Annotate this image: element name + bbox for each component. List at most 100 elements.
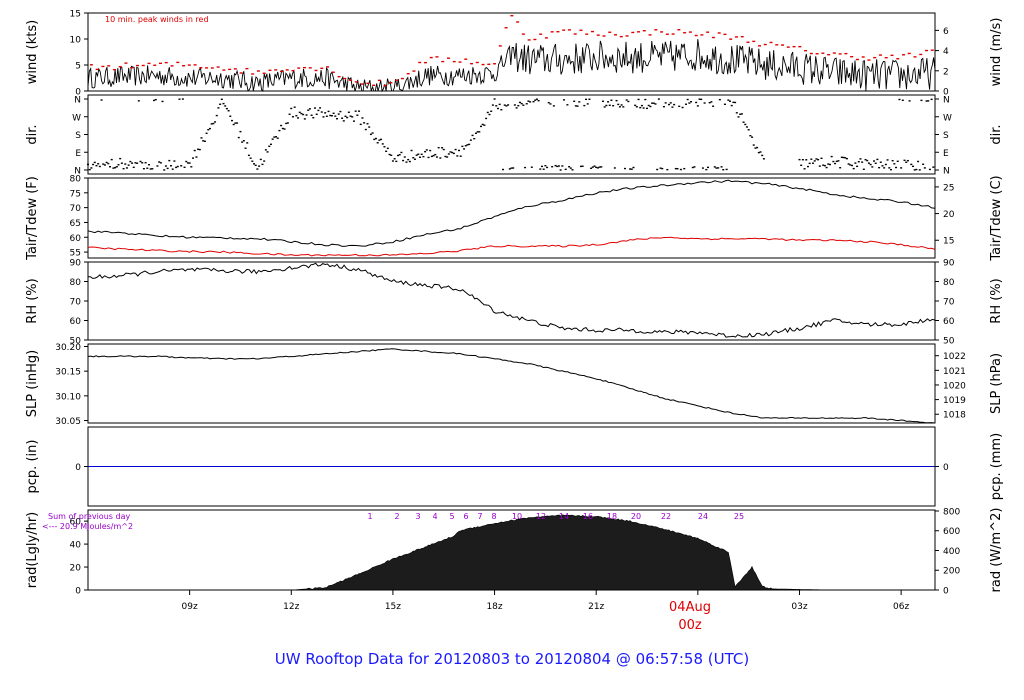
- direction-point: [283, 128, 286, 130]
- radiation-hour-label: 22: [661, 512, 671, 521]
- direction-point: [114, 166, 117, 169]
- wind-peak-mark: [504, 27, 508, 29]
- direction-point: [195, 156, 198, 158]
- direction-point: [585, 98, 588, 101]
- direction-tick-label-R: E: [943, 149, 949, 159]
- direction-point: [657, 98, 660, 100]
- direction-point: [664, 102, 667, 104]
- direction-point: [202, 140, 205, 142]
- direction-point: [378, 139, 381, 141]
- radiation-hour-label: 16: [583, 512, 593, 521]
- wind-peak-mark: [775, 44, 779, 46]
- direction-point: [141, 162, 144, 164]
- wind-peak-mark: [429, 56, 433, 59]
- direction-point: [466, 144, 469, 146]
- direction-point: [212, 122, 215, 125]
- direction-point: [469, 139, 472, 141]
- wind-peak-mark: [763, 43, 767, 46]
- direction-point: [322, 116, 325, 118]
- pressure-tick-label-L: 30.15: [55, 368, 81, 378]
- direction-point: [286, 122, 289, 124]
- direction-point: [488, 113, 491, 116]
- wind-peak-mark: [844, 52, 848, 55]
- direction-point: [727, 99, 730, 101]
- direction-point: [302, 113, 305, 116]
- direction-point: [632, 166, 635, 169]
- direction-point: [429, 149, 432, 152]
- direction-point: [249, 157, 252, 159]
- direction-point: [586, 103, 589, 105]
- direction-point: [537, 99, 540, 102]
- direction-tick-label-R: S: [943, 131, 949, 141]
- direction-point: [102, 163, 105, 165]
- wind-peak-mark: [873, 56, 877, 59]
- direction-point: [840, 156, 843, 158]
- direction-point: [105, 161, 108, 164]
- wind-annotation: 10 min. peak winds in red: [105, 15, 209, 24]
- direction-point: [518, 101, 521, 104]
- wind-peak-mark: [176, 61, 180, 64]
- direction-point: [803, 168, 806, 170]
- direction-point: [349, 115, 352, 117]
- direction-point: [637, 98, 640, 101]
- direction-point: [317, 109, 320, 112]
- direction-point: [417, 153, 420, 155]
- direction-point: [906, 159, 909, 162]
- direction-point: [867, 162, 870, 164]
- direction-point: [408, 160, 411, 163]
- direction-point: [183, 166, 186, 169]
- wind-peak-mark: [112, 68, 116, 71]
- direction-point: [622, 106, 625, 108]
- direction-point: [510, 167, 513, 169]
- direction-point: [222, 102, 225, 105]
- direction-point: [666, 168, 669, 171]
- direction-point: [693, 166, 696, 168]
- temperature-ylabel-left: Tair/Tdew (F): [25, 176, 40, 261]
- direction-point: [273, 136, 276, 138]
- direction-point: [297, 117, 300, 119]
- direction-point: [334, 115, 337, 117]
- air-temperature-line: [87, 179, 936, 247]
- wind-peak-mark: [533, 38, 537, 41]
- direction-point: [424, 150, 427, 153]
- wind-peak-mark: [539, 33, 543, 35]
- direction-point: [729, 100, 732, 102]
- direction-point: [879, 161, 882, 163]
- direction-point: [395, 160, 398, 163]
- direction-point: [493, 98, 496, 100]
- wind-tick-label-L: 5: [75, 62, 81, 72]
- direction-point: [371, 132, 374, 134]
- radiation-hour-label: 20: [631, 512, 641, 521]
- direction-point: [595, 166, 598, 169]
- wind-peak-mark: [95, 68, 99, 71]
- direction-point: [480, 125, 483, 128]
- direction-point: [246, 142, 249, 144]
- wind-peak-mark: [556, 31, 560, 33]
- direction-point: [552, 105, 555, 107]
- dewpoint-line: [87, 236, 936, 257]
- direction-point: [481, 123, 484, 126]
- direction-point: [530, 166, 533, 168]
- direction-point: [542, 168, 545, 170]
- direction-point: [913, 169, 916, 171]
- wind-peak-mark: [452, 60, 456, 63]
- wind-peak-mark: [210, 67, 214, 69]
- wind-peak-mark: [349, 79, 353, 81]
- direction-point: [873, 160, 876, 162]
- direction-point: [227, 110, 230, 112]
- direction-point: [695, 101, 698, 104]
- direction-ylabel-right: dir.: [989, 124, 1004, 144]
- direction-point: [347, 111, 350, 113]
- wind-peak-mark: [752, 40, 756, 43]
- direction-point: [359, 123, 362, 126]
- direction-point: [324, 112, 327, 114]
- direction-point: [132, 166, 135, 169]
- pressure-tick-label-R: 1018: [943, 411, 966, 421]
- direction-point: [432, 154, 435, 157]
- direction-point: [122, 167, 125, 170]
- radiation-hour-label: 5: [449, 512, 454, 521]
- direction-point: [573, 100, 576, 102]
- wind-peak-mark: [677, 29, 681, 31]
- direction-point: [752, 144, 755, 146]
- direction-point: [386, 147, 389, 150]
